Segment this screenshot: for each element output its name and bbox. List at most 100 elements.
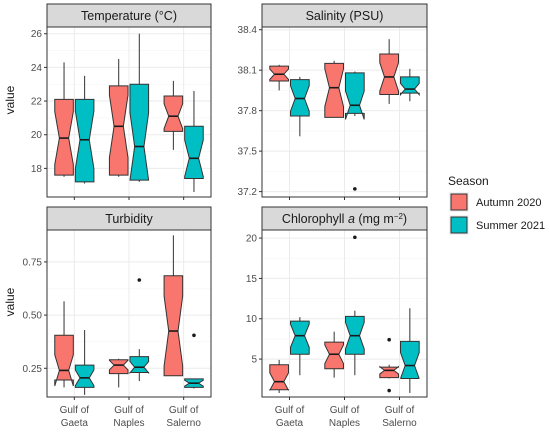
y-tick-label: 0.25 [23, 364, 43, 375]
x-tick-label: Gulf of [169, 405, 199, 416]
box-body [54, 334, 74, 387]
box-summer-2021 [129, 33, 150, 182]
box-body [324, 62, 344, 118]
y-tick-label: 20 [31, 130, 43, 141]
y-tick-label: 20 [246, 234, 258, 245]
box-summer-2021 [345, 235, 365, 376]
y-tick-label: 22 [31, 97, 43, 108]
box-autumn-2020 [324, 60, 344, 118]
x-tick-label: Gulf of [385, 405, 415, 416]
y-tick-label: 38.1 [238, 66, 258, 77]
box-body [345, 72, 365, 120]
box-autumn-2020 [324, 331, 344, 378]
outlier-point [353, 187, 357, 191]
x-tick-label: Gulf of [330, 405, 360, 416]
box-body [269, 364, 289, 391]
outlier-point [137, 278, 142, 282]
panel-border [261, 26, 428, 198]
y-axis-title-bottom: value [3, 287, 17, 316]
x-tick-label: Salerno [166, 418, 201, 429]
box-autumn-2020 [269, 64, 289, 91]
box-autumn-2020 [108, 358, 129, 388]
facet-title: Temperature (°C) [81, 9, 177, 23]
y-tick-label: 37.8 [238, 106, 258, 117]
box-autumn-2020 [379, 39, 399, 104]
box-body [400, 340, 420, 379]
x-tick-label: Salerno [382, 418, 417, 429]
panels: Temperature (°C) 18 20 22 24 26 Salinity (PSU)… [23, 3, 428, 429]
legend-label-autumn: Autumn 2020 [476, 197, 541, 209]
box-summer-2021 [129, 278, 150, 382]
box-body [324, 341, 344, 370]
box-autumn-2020 [54, 301, 74, 388]
outlier-point [353, 235, 357, 240]
box-body [129, 83, 150, 181]
y-tick-label: 5 [251, 355, 257, 366]
box-autumn-2020 [379, 337, 399, 393]
y-axis-title-top: value [3, 85, 17, 114]
y-tick-label: 10 [246, 314, 258, 325]
box-summer-2021 [74, 75, 95, 184]
y-tick-label: 26 [31, 29, 43, 40]
box-autumn-2020 [163, 80, 184, 150]
y-tick-label: 24 [31, 63, 43, 74]
box-autumn-2020 [163, 235, 184, 377]
box-summer-2021 [74, 329, 95, 395]
legend-label-summer: Summer 2021 [476, 220, 545, 232]
facet-title: Salinity (PSU) [306, 9, 384, 23]
box-body [163, 275, 184, 377]
box-summer-2021 [400, 308, 420, 393]
x-tick-label: Gulf of [275, 405, 305, 416]
panel-border [261, 229, 428, 398]
box-summer-2021 [184, 333, 204, 389]
legend: Season Autumn 2020 Summer 2021 [448, 174, 545, 235]
box-body [163, 95, 184, 132]
box-body [400, 76, 420, 97]
x-tick-label: Naples [329, 418, 360, 429]
y-tick-label: 18 [31, 164, 43, 175]
box-body [184, 125, 204, 179]
y-tick-label: 38.4 [238, 25, 258, 36]
box-body [379, 53, 399, 95]
legend-swatch-autumn [450, 193, 468, 211]
y-tick-label: 37.5 [238, 147, 258, 158]
x-tick-label: Gulf of [114, 405, 144, 416]
panel-border [46, 229, 212, 398]
outlier-point [192, 333, 196, 338]
box-body [129, 356, 150, 375]
x-tick-label: Gaeta [276, 418, 304, 429]
y-tick-label: 37.2 [238, 187, 258, 198]
facet-title: Chlorophyll a (mg m−2) [282, 212, 407, 226]
panel-1: Temperature (°C) 18 20 22 24 26 [31, 3, 212, 200]
box-autumn-2020 [108, 58, 129, 177]
box-body [290, 320, 310, 355]
box-summer-2021 [400, 68, 420, 102]
y-tick-label: 0.50 [23, 311, 43, 322]
box-body [379, 365, 399, 379]
panel-3: Turbidity 0.25 0.50 0.75 Gulf of Gaeta Gulf of… [23, 206, 212, 429]
facet-title: Turbidity [105, 212, 153, 226]
outlier-point [387, 388, 391, 393]
box-body [74, 364, 95, 388]
y-tick-label: 0.75 [23, 257, 43, 268]
y-tick-label: 15 [246, 274, 258, 285]
box-summer-2021 [290, 76, 310, 137]
panel-4: Chlorophyll a (mg m−2) 5 10 15 20 Gulf of Gaet… [246, 206, 428, 429]
box-autumn-2020 [269, 359, 289, 393]
panel-2: Salinity (PSU) 37.2 37.5 37.8 38.1 38.4 [238, 3, 428, 200]
box-summer-2021 [184, 90, 204, 192]
box-body [54, 98, 74, 176]
box-summer-2021 [290, 317, 310, 376]
box-autumn-2020 [54, 62, 74, 177]
x-tick-label: Naples [113, 418, 144, 429]
legend-swatch-summer [450, 216, 468, 234]
box-body [108, 85, 129, 176]
panel-border [46, 26, 212, 198]
outlier-point [387, 337, 391, 342]
box-summer-2021 [345, 71, 365, 191]
box-body [108, 359, 129, 375]
x-tick-label: Gulf of [60, 405, 90, 416]
x-tick-label: Gaeta [61, 418, 89, 429]
legend-title: Season [448, 174, 489, 188]
